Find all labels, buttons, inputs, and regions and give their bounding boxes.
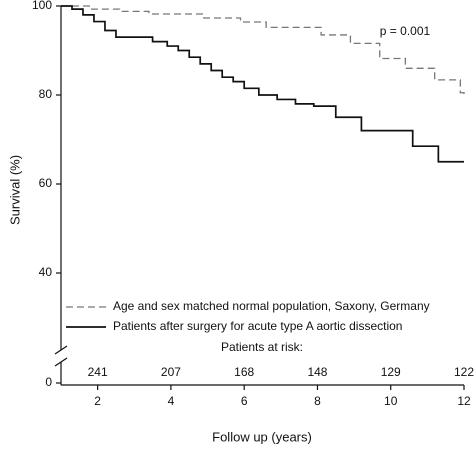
x-tick-label: 2 <box>94 394 101 408</box>
x-axis-title: Follow up (years) <box>212 429 312 444</box>
y-tick-label: 80 <box>39 87 53 101</box>
risk-count: 122 <box>454 365 474 379</box>
x-tick-label: 12 <box>457 394 471 408</box>
y-tick-label: 100 <box>32 0 52 12</box>
risk-count: 207 <box>161 365 181 379</box>
risk-count: 168 <box>234 365 254 379</box>
legend-label: Age and sex matched normal population, S… <box>113 299 430 313</box>
x-tick-label: 4 <box>168 394 175 408</box>
y-tick-label: 0 <box>45 375 52 389</box>
annotation: p = 0.001 <box>380 24 431 38</box>
risk-count: 241 <box>88 365 108 379</box>
x-tick-label: 8 <box>314 394 321 408</box>
axis-break <box>54 357 68 367</box>
x-tick-label: 10 <box>384 394 398 408</box>
y-tick-label: 60 <box>39 176 53 190</box>
risk-title: Patients at risk: <box>221 340 303 354</box>
risk-count: 129 <box>381 365 401 379</box>
y-tick-label: 40 <box>39 265 53 279</box>
x-tick-label: 6 <box>241 394 248 408</box>
axis-break <box>54 345 68 355</box>
y-axis-title: Survival (%) <box>7 155 22 225</box>
survival-line <box>61 5 465 98</box>
survival-line <box>61 5 464 163</box>
legend-label: Patients after surgery for acute type A … <box>113 319 402 333</box>
risk-count: 148 <box>307 365 327 379</box>
